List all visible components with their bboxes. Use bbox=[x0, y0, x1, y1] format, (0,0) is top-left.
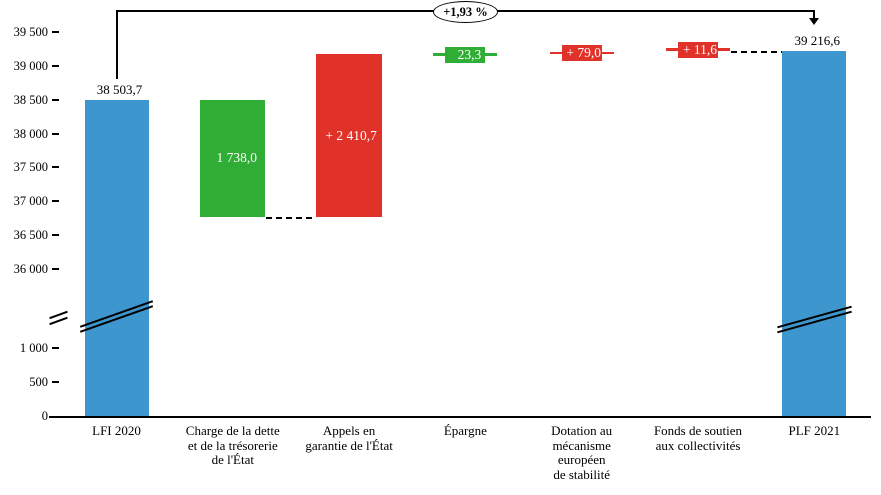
value-label-plf-2021: 39 216,6 bbox=[794, 33, 841, 49]
category-label-plf-2021: PLF 2021 bbox=[788, 423, 841, 438]
connector-dashed-charge-appels bbox=[265, 217, 317, 220]
bar-charge-dette bbox=[200, 99, 266, 218]
y-tick-mark bbox=[52, 132, 59, 135]
whisker-left-dotation-mes bbox=[549, 51, 562, 55]
bar-dotation-mes bbox=[561, 45, 602, 61]
y-tick-label: 37 000 bbox=[13, 194, 48, 209]
whisker-right-dotation-mes bbox=[601, 51, 614, 55]
whisker-right-epargne bbox=[485, 53, 498, 57]
y-tick-label: 38 500 bbox=[13, 92, 48, 107]
category-label-lfi-2020: LFI 2020 bbox=[92, 423, 141, 438]
y-tick-label: 1 000 bbox=[19, 341, 48, 356]
value-label-fonds-soutien: + 11,6 bbox=[682, 41, 718, 57]
whisker-left-fonds-soutien bbox=[666, 48, 678, 52]
y-tick-mark bbox=[52, 268, 59, 270]
category-label-charge-dette: Charge de la dette et de la trésorerie d… bbox=[185, 423, 280, 468]
y-tick-mark bbox=[52, 64, 59, 67]
whisker-left-epargne bbox=[433, 53, 446, 57]
y-tick-label: 0 bbox=[41, 409, 48, 423]
arrow-head bbox=[809, 18, 820, 25]
category-label-epargne: Épargne bbox=[443, 423, 487, 438]
bar-fonds-soutien bbox=[678, 41, 718, 58]
arrow-vertical-right bbox=[813, 10, 816, 19]
y-tick-mark bbox=[52, 347, 59, 350]
value-label-epargne: 23,3 bbox=[457, 46, 482, 62]
whisker-right-fonds-soutien bbox=[718, 48, 730, 52]
y-tick-label: 500 bbox=[29, 375, 48, 390]
connector-dashed-fonds-plf bbox=[731, 50, 783, 53]
y-tick-mark bbox=[52, 381, 59, 384]
y-tick-mark bbox=[52, 166, 59, 169]
y-tick-mark bbox=[52, 234, 59, 237]
y-tick-label: 38 000 bbox=[13, 126, 48, 141]
value-label-lfi-2020: 38 503,7 bbox=[96, 81, 143, 97]
y-tick-mark bbox=[52, 31, 59, 34]
value-label-appels-garantie: + 2 410,7 bbox=[325, 127, 377, 143]
bar-plf-2021 bbox=[782, 51, 847, 416]
y-tick-label: 36 000 bbox=[13, 262, 48, 276]
category-label-fonds-soutien: Fonds de soutien aux collectivités bbox=[653, 423, 743, 453]
bar-epargne bbox=[445, 46, 486, 63]
value-label-dotation-mes: + 79,0 bbox=[566, 44, 601, 60]
category-label-dotation-mes: Dotation au mécanisme européen de stabil… bbox=[551, 423, 613, 482]
bar-lfi-2020 bbox=[84, 99, 149, 416]
annotation-text: +1,93 % bbox=[443, 4, 488, 19]
value-label-charge-dette: 1 738,0 bbox=[216, 150, 258, 166]
annotation-ellipse: +1,93 % bbox=[433, 1, 498, 23]
arrow-vertical-left bbox=[115, 10, 118, 79]
y-tick-mark bbox=[52, 200, 59, 203]
category-label-appels-garantie: Appels en garantie de l'État bbox=[305, 423, 393, 453]
y-tick-label: 36 500 bbox=[13, 228, 48, 243]
bar-appels-garantie bbox=[316, 53, 382, 218]
y-tick-label: 39 000 bbox=[13, 58, 48, 73]
y-tick-label: 39 500 bbox=[13, 25, 48, 40]
y-tick-mark bbox=[52, 98, 59, 101]
y-tick-label: 37 500 bbox=[13, 160, 48, 175]
x-axis-line bbox=[49, 416, 871, 418]
